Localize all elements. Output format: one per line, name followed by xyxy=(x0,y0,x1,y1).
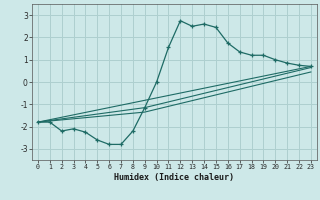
X-axis label: Humidex (Indice chaleur): Humidex (Indice chaleur) xyxy=(115,173,234,182)
